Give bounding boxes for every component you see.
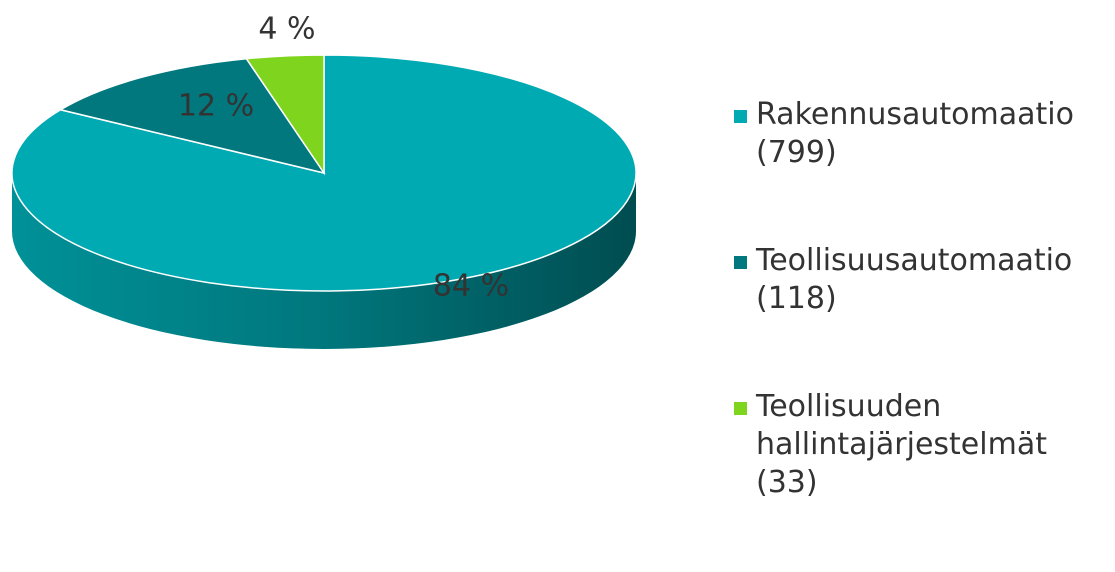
legend-item: Rakennusautomaatio (799) — [730, 96, 1110, 172]
legend-swatch — [734, 110, 747, 123]
slice — [245, 54, 325, 176]
legend-swatch — [734, 402, 747, 415]
legend-item: Teollisuuden hallintajärjestelmät (33) — [730, 388, 1110, 502]
slice — [58, 57, 326, 175]
side-shade — [12, 173, 636, 349]
legend: Rakennusautomaatio (799) Teollisuusautoma… — [730, 96, 1110, 572]
legend-label: Rakennusautomaatio (799) — [756, 97, 1074, 170]
legend-swatch — [734, 256, 747, 269]
value-label: 4 % — [258, 12, 315, 47]
value-label: 84 % — [433, 269, 509, 304]
legend-item: Teollisuusautomaatio (118) — [730, 242, 1110, 318]
slice — [11, 54, 637, 292]
legend-label: Teollisuusautomaatio (118) — [756, 243, 1073, 316]
page: 84 % 12 % 4 % Rakennusautomaatio (799) Teol… — [11, 11, 1074, 500]
chart: 84 % 12 % 4 % — [11, 12, 637, 349]
value-label: 12 % — [178, 89, 254, 124]
legend-label: Teollisuuden hallintajärjestelmät (33) — [756, 389, 1047, 500]
